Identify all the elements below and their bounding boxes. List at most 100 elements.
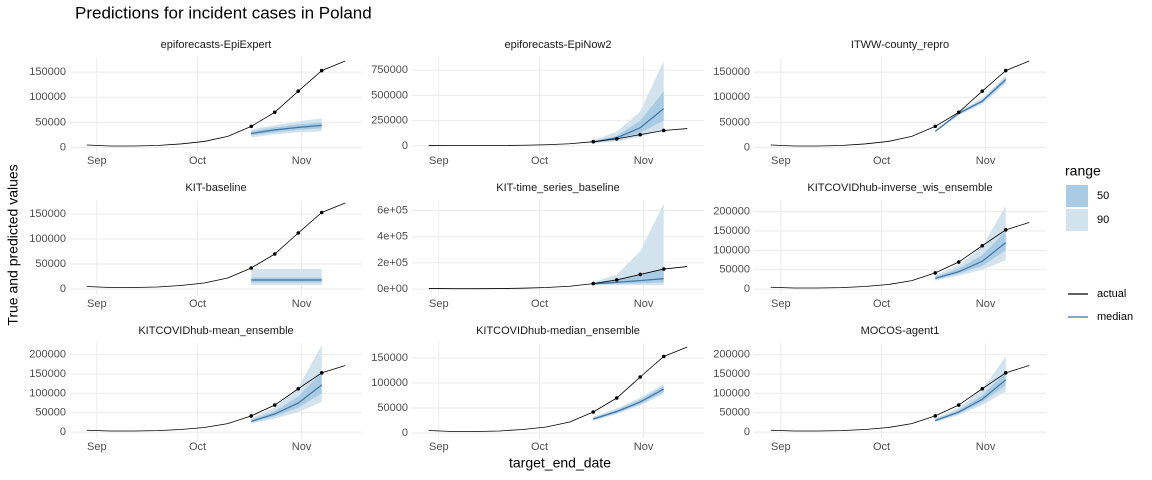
y-tick-label: 0 bbox=[744, 141, 750, 153]
panel: KIT-baseline 0 50000 100000 150000 Sep Oct Nov bbox=[29, 182, 362, 310]
actual-point bbox=[614, 396, 619, 400]
y-tick-label: 100000 bbox=[713, 91, 750, 103]
actual-point bbox=[249, 124, 254, 129]
legend-swatch bbox=[1066, 185, 1088, 207]
median-line bbox=[593, 278, 664, 285]
actual-point bbox=[591, 281, 596, 286]
actual-point bbox=[272, 252, 277, 256]
actual-point bbox=[296, 89, 301, 93]
y-tick-label: 50000 bbox=[35, 407, 66, 419]
legend-label: 90 bbox=[1097, 214, 1109, 226]
actual-point bbox=[638, 272, 643, 277]
median-line bbox=[593, 388, 665, 420]
x-tick-label: Nov bbox=[976, 155, 996, 167]
panel: epiforecasts-EpiNow2 0 250000 500000 750000 S… bbox=[371, 39, 704, 167]
panel-title: KIT-baseline bbox=[185, 182, 246, 194]
actual-line bbox=[770, 365, 1030, 432]
median-line bbox=[935, 379, 1007, 422]
x-tick-label: Nov bbox=[634, 155, 654, 167]
x-tick-label: Sep bbox=[87, 155, 107, 167]
actual-point bbox=[296, 386, 301, 391]
y-tick-label: 150000 bbox=[29, 208, 66, 220]
actual-point bbox=[319, 68, 324, 73]
range-band bbox=[251, 269, 322, 285]
panel: MOCOS-agent1 0 50000 100000 150000 200000 Sep O… bbox=[713, 325, 1046, 453]
y-tick-label: 100000 bbox=[29, 91, 66, 103]
y-tick-label: 100000 bbox=[29, 387, 66, 399]
panel: KIT-time_series_baseline 0e+00 2e+05 4e+05 6… bbox=[377, 182, 704, 310]
actual-point bbox=[933, 414, 938, 418]
x-tick-label: Oct bbox=[531, 441, 548, 453]
y-tick-label: 200000 bbox=[713, 206, 750, 218]
actual-line bbox=[770, 60, 1030, 147]
y-tick-label: 150000 bbox=[713, 66, 750, 78]
y-tick-label: 2e+05 bbox=[377, 257, 408, 269]
x-tick-label: Nov bbox=[976, 298, 996, 310]
y-tick-label: 100000 bbox=[713, 387, 750, 399]
y-tick-label: 50000 bbox=[35, 116, 66, 128]
actual-line bbox=[86, 365, 346, 432]
legend-label: actual bbox=[1097, 288, 1126, 300]
legend-label: 50 bbox=[1097, 190, 1109, 202]
y-tick-label: 0 bbox=[60, 426, 66, 438]
y-tick-label: 100000 bbox=[371, 377, 408, 389]
y-tick-label: 50000 bbox=[719, 264, 750, 276]
x-tick-label: Oct bbox=[873, 155, 890, 167]
panel-title: KITCOVIDhub-mean_ensemble bbox=[138, 325, 293, 337]
y-tick-label: 0e+00 bbox=[377, 283, 408, 295]
actual-line bbox=[86, 202, 346, 288]
actual-line bbox=[86, 60, 346, 147]
legend-title: range bbox=[1065, 163, 1101, 179]
actual-point bbox=[933, 124, 938, 129]
actual-point bbox=[638, 375, 643, 379]
median-line bbox=[251, 384, 323, 422]
actual-line bbox=[428, 266, 688, 290]
panel: KITCOVIDhub-inverse_wis_ensemble 0 50000 10… bbox=[713, 182, 1046, 310]
actual-point bbox=[956, 260, 961, 264]
y-tick-label: 50000 bbox=[719, 407, 750, 419]
actual-point bbox=[614, 137, 619, 141]
y-tick-label: 200000 bbox=[29, 349, 66, 361]
y-tick-label: 50000 bbox=[719, 116, 750, 128]
actual-point bbox=[933, 271, 938, 275]
x-axis-label: target_end_date bbox=[509, 455, 611, 471]
y-tick-label: 150000 bbox=[713, 368, 750, 380]
median-line bbox=[934, 79, 1007, 132]
y-tick-label: 750000 bbox=[371, 64, 408, 76]
range-band bbox=[935, 231, 1006, 280]
range-band bbox=[593, 203, 664, 286]
y-tick-label: 100000 bbox=[29, 233, 66, 245]
x-tick-label: Oct bbox=[189, 155, 206, 167]
x-tick-label: Oct bbox=[873, 441, 890, 453]
range-band bbox=[593, 384, 664, 421]
actual-line bbox=[770, 222, 1030, 289]
actual-point bbox=[272, 403, 277, 407]
median-line bbox=[251, 124, 322, 134]
actual-point bbox=[1003, 228, 1008, 232]
x-tick-label: Sep bbox=[771, 441, 791, 453]
panel-title: KIT-time_series_baseline bbox=[496, 182, 620, 194]
actual-point bbox=[661, 354, 666, 359]
x-tick-label: Sep bbox=[87, 298, 107, 310]
actual-point bbox=[319, 210, 324, 215]
actual-point bbox=[956, 403, 961, 407]
x-tick-label: Nov bbox=[634, 441, 654, 453]
x-tick-label: Sep bbox=[87, 441, 107, 453]
panel: KITCOVIDhub-median_ensemble 0 50000 100000 1… bbox=[371, 325, 704, 453]
y-tick-label: 0 bbox=[402, 140, 408, 152]
range-band bbox=[251, 372, 322, 423]
x-tick-label: Nov bbox=[292, 155, 312, 167]
x-tick-label: Nov bbox=[976, 441, 996, 453]
actual-point bbox=[980, 386, 985, 391]
x-tick-label: Oct bbox=[531, 298, 548, 310]
y-tick-label: 0 bbox=[402, 427, 408, 439]
median-line bbox=[935, 242, 1007, 279]
actual-line bbox=[428, 346, 688, 432]
panel: epiforecasts-EpiExpert 0 50000 100000 150000… bbox=[29, 39, 362, 167]
panel-title: ITWW-county_repro bbox=[851, 39, 949, 51]
x-tick-label: Sep bbox=[429, 155, 449, 167]
actual-point bbox=[661, 267, 666, 271]
panel-title: epiforecasts-EpiNow2 bbox=[505, 39, 612, 51]
y-tick-label: 500000 bbox=[371, 89, 408, 101]
